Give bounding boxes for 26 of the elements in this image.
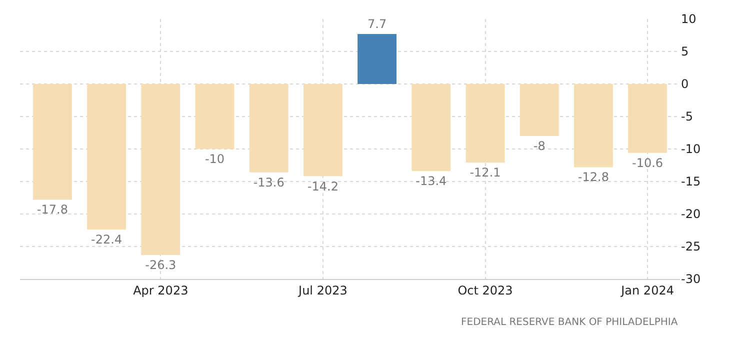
- x-tick-label: Oct 2023: [458, 283, 513, 298]
- y-tick-label: -15: [681, 174, 701, 189]
- y-tick-label: -30: [681, 272, 701, 286]
- x-tick-label: Jul 2023: [298, 283, 348, 298]
- data-label: -17.8: [36, 202, 68, 217]
- data-label: -12.1: [470, 166, 501, 180]
- data-label: -26.3: [145, 258, 176, 272]
- data-label: -10: [204, 152, 225, 166]
- x-tick-label: Jan 2024: [620, 283, 674, 298]
- data-label: -10.6: [632, 156, 664, 170]
- data-label: -12.8: [578, 170, 609, 184]
- x-tick-label: Apr 2023: [133, 283, 188, 298]
- data-label: 7.7: [368, 16, 387, 31]
- y-tick-label: 10: [681, 12, 696, 26]
- data-label: -13.4: [416, 174, 447, 188]
- y-tick-label: -10: [681, 142, 701, 156]
- y-tick-label: -25: [681, 240, 701, 254]
- data-label: -8: [533, 139, 546, 153]
- y-tick-label: -20: [681, 207, 701, 222]
- data-label: -13.6: [253, 175, 284, 190]
- data-label: -14.2: [307, 179, 338, 194]
- data-label: -22.4: [91, 232, 122, 247]
- text: FEDERAL RESERVE BANK OF PHILADELPHIA: [461, 317, 678, 328]
- y-tick-label: 0: [681, 77, 689, 92]
- y-tick-label: 5: [681, 44, 689, 59]
- y-tick-label: -5: [681, 110, 693, 124]
